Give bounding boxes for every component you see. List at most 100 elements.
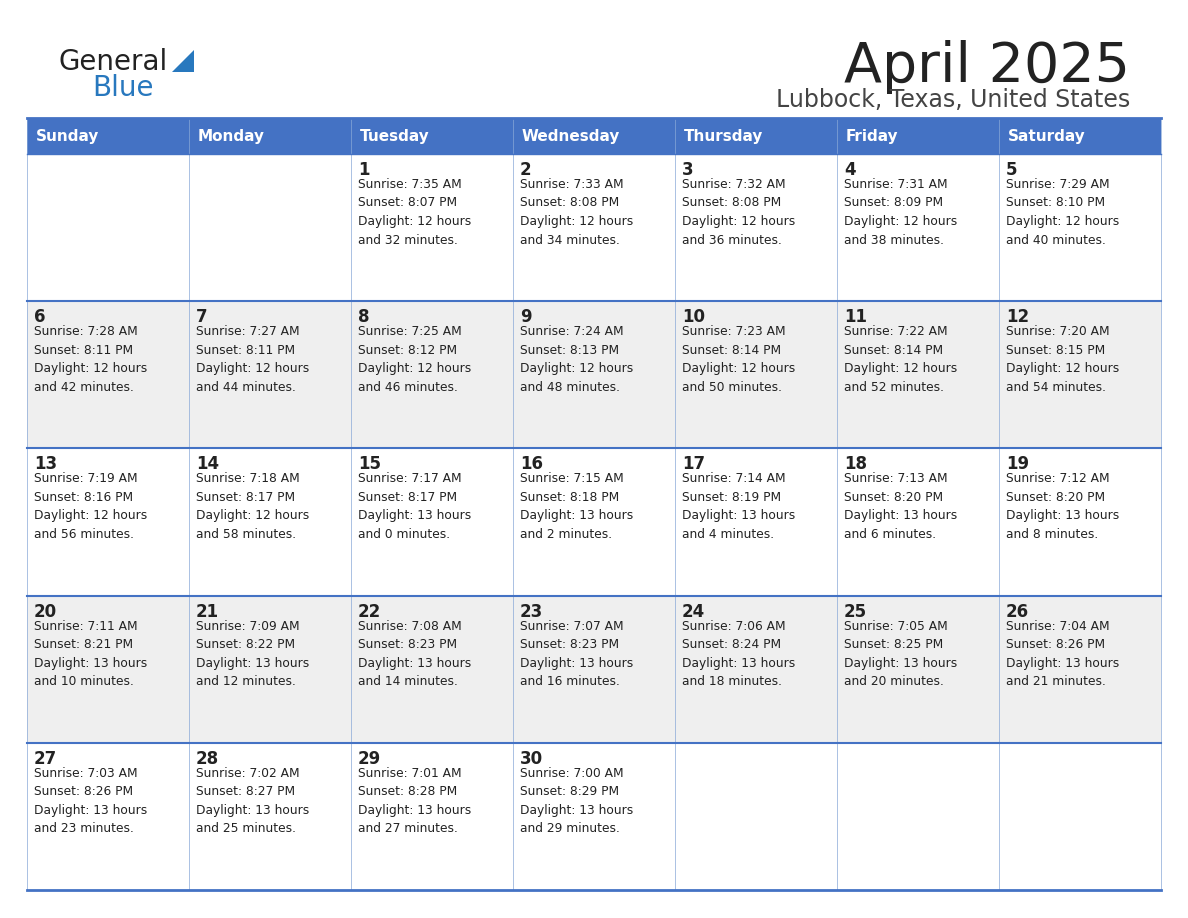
Bar (27, 596, 189, 743)
Text: 16: 16 (520, 455, 543, 474)
Text: Monday: Monday (198, 129, 265, 143)
Text: 21: 21 (196, 602, 219, 621)
Bar (999, 154, 1161, 301)
Text: 9: 9 (520, 308, 531, 326)
Bar (27, 301, 189, 448)
Text: Lubbock, Texas, United States: Lubbock, Texas, United States (776, 88, 1130, 112)
Text: 26: 26 (1006, 602, 1029, 621)
Text: Sunrise: 7:06 AM
Sunset: 8:24 PM
Daylight: 13 hours
and 18 minutes.: Sunrise: 7:06 AM Sunset: 8:24 PM Dayligh… (682, 620, 795, 688)
Text: Sunrise: 7:13 AM
Sunset: 8:20 PM
Daylight: 13 hours
and 6 minutes.: Sunrise: 7:13 AM Sunset: 8:20 PM Dayligh… (843, 473, 958, 541)
Text: Sunrise: 7:28 AM
Sunset: 8:11 PM
Daylight: 12 hours
and 42 minutes.: Sunrise: 7:28 AM Sunset: 8:11 PM Dayligh… (34, 325, 147, 394)
Text: Blue: Blue (91, 74, 153, 102)
Bar (513, 596, 675, 743)
Text: Sunrise: 7:23 AM
Sunset: 8:14 PM
Daylight: 12 hours
and 50 minutes.: Sunrise: 7:23 AM Sunset: 8:14 PM Dayligh… (682, 325, 795, 394)
Bar (27, 118, 189, 154)
Text: 20: 20 (34, 602, 57, 621)
Text: Sunrise: 7:03 AM
Sunset: 8:26 PM
Daylight: 13 hours
and 23 minutes.: Sunrise: 7:03 AM Sunset: 8:26 PM Dayligh… (34, 767, 147, 835)
Bar (513, 448, 675, 596)
Text: 4: 4 (843, 161, 855, 179)
Text: Wednesday: Wednesday (522, 129, 620, 143)
Text: Sunrise: 7:09 AM
Sunset: 8:22 PM
Daylight: 13 hours
and 12 minutes.: Sunrise: 7:09 AM Sunset: 8:22 PM Dayligh… (196, 620, 309, 688)
Text: 14: 14 (196, 455, 219, 474)
Text: Sunrise: 7:04 AM
Sunset: 8:26 PM
Daylight: 13 hours
and 21 minutes.: Sunrise: 7:04 AM Sunset: 8:26 PM Dayligh… (1006, 620, 1119, 688)
Bar (838, 448, 999, 596)
Bar (350, 118, 513, 154)
Text: 28: 28 (196, 750, 219, 767)
Bar (999, 743, 1161, 890)
Bar (675, 118, 838, 154)
Bar (675, 596, 838, 743)
Text: 30: 30 (520, 750, 543, 767)
Bar (189, 154, 350, 301)
Bar (513, 118, 675, 154)
Bar (838, 301, 999, 448)
Bar (838, 743, 999, 890)
Bar (350, 448, 513, 596)
Bar (350, 743, 513, 890)
Bar (350, 154, 513, 301)
Text: 11: 11 (843, 308, 867, 326)
Bar (838, 118, 999, 154)
Text: Tuesday: Tuesday (360, 129, 430, 143)
Text: April 2025: April 2025 (843, 40, 1130, 94)
Text: 27: 27 (34, 750, 57, 767)
Bar (838, 154, 999, 301)
Text: 23: 23 (520, 602, 543, 621)
Text: Sunrise: 7:15 AM
Sunset: 8:18 PM
Daylight: 13 hours
and 2 minutes.: Sunrise: 7:15 AM Sunset: 8:18 PM Dayligh… (520, 473, 633, 541)
Text: Sunrise: 7:14 AM
Sunset: 8:19 PM
Daylight: 13 hours
and 4 minutes.: Sunrise: 7:14 AM Sunset: 8:19 PM Dayligh… (682, 473, 795, 541)
Bar (27, 743, 189, 890)
Text: Saturday: Saturday (1007, 129, 1086, 143)
Text: 2: 2 (520, 161, 531, 179)
Text: 25: 25 (843, 602, 867, 621)
Text: Sunrise: 7:35 AM
Sunset: 8:07 PM
Daylight: 12 hours
and 32 minutes.: Sunrise: 7:35 AM Sunset: 8:07 PM Dayligh… (358, 178, 472, 247)
Text: 22: 22 (358, 602, 381, 621)
Text: Sunrise: 7:18 AM
Sunset: 8:17 PM
Daylight: 12 hours
and 58 minutes.: Sunrise: 7:18 AM Sunset: 8:17 PM Dayligh… (196, 473, 309, 541)
Text: Friday: Friday (846, 129, 898, 143)
Text: Sunrise: 7:17 AM
Sunset: 8:17 PM
Daylight: 13 hours
and 0 minutes.: Sunrise: 7:17 AM Sunset: 8:17 PM Dayligh… (358, 473, 472, 541)
Text: Sunday: Sunday (36, 129, 100, 143)
Bar (999, 118, 1161, 154)
Text: Sunrise: 7:02 AM
Sunset: 8:27 PM
Daylight: 13 hours
and 25 minutes.: Sunrise: 7:02 AM Sunset: 8:27 PM Dayligh… (196, 767, 309, 835)
Text: General: General (58, 48, 168, 76)
Bar (999, 301, 1161, 448)
Text: Sunrise: 7:27 AM
Sunset: 8:11 PM
Daylight: 12 hours
and 44 minutes.: Sunrise: 7:27 AM Sunset: 8:11 PM Dayligh… (196, 325, 309, 394)
Text: 5: 5 (1006, 161, 1017, 179)
Text: Sunrise: 7:00 AM
Sunset: 8:29 PM
Daylight: 13 hours
and 29 minutes.: Sunrise: 7:00 AM Sunset: 8:29 PM Dayligh… (520, 767, 633, 835)
Bar (675, 743, 838, 890)
Text: Sunrise: 7:12 AM
Sunset: 8:20 PM
Daylight: 13 hours
and 8 minutes.: Sunrise: 7:12 AM Sunset: 8:20 PM Dayligh… (1006, 473, 1119, 541)
Text: 13: 13 (34, 455, 57, 474)
Bar (838, 596, 999, 743)
Text: Sunrise: 7:01 AM
Sunset: 8:28 PM
Daylight: 13 hours
and 27 minutes.: Sunrise: 7:01 AM Sunset: 8:28 PM Dayligh… (358, 767, 472, 835)
Bar (350, 301, 513, 448)
Text: Sunrise: 7:29 AM
Sunset: 8:10 PM
Daylight: 12 hours
and 40 minutes.: Sunrise: 7:29 AM Sunset: 8:10 PM Dayligh… (1006, 178, 1119, 247)
Bar (675, 154, 838, 301)
Text: 10: 10 (682, 308, 704, 326)
Bar (513, 743, 675, 890)
Text: Sunrise: 7:19 AM
Sunset: 8:16 PM
Daylight: 12 hours
and 56 minutes.: Sunrise: 7:19 AM Sunset: 8:16 PM Dayligh… (34, 473, 147, 541)
Text: 8: 8 (358, 308, 369, 326)
Bar (350, 596, 513, 743)
Bar (675, 448, 838, 596)
Text: Sunrise: 7:24 AM
Sunset: 8:13 PM
Daylight: 12 hours
and 48 minutes.: Sunrise: 7:24 AM Sunset: 8:13 PM Dayligh… (520, 325, 633, 394)
Text: 12: 12 (1006, 308, 1029, 326)
Text: 1: 1 (358, 161, 369, 179)
Text: 7: 7 (196, 308, 208, 326)
Bar (513, 301, 675, 448)
Text: Sunrise: 7:11 AM
Sunset: 8:21 PM
Daylight: 13 hours
and 10 minutes.: Sunrise: 7:11 AM Sunset: 8:21 PM Dayligh… (34, 620, 147, 688)
Text: Sunrise: 7:22 AM
Sunset: 8:14 PM
Daylight: 12 hours
and 52 minutes.: Sunrise: 7:22 AM Sunset: 8:14 PM Dayligh… (843, 325, 958, 394)
Text: Sunrise: 7:25 AM
Sunset: 8:12 PM
Daylight: 12 hours
and 46 minutes.: Sunrise: 7:25 AM Sunset: 8:12 PM Dayligh… (358, 325, 472, 394)
Text: 29: 29 (358, 750, 381, 767)
Text: Sunrise: 7:08 AM
Sunset: 8:23 PM
Daylight: 13 hours
and 14 minutes.: Sunrise: 7:08 AM Sunset: 8:23 PM Dayligh… (358, 620, 472, 688)
Text: Sunrise: 7:33 AM
Sunset: 8:08 PM
Daylight: 12 hours
and 34 minutes.: Sunrise: 7:33 AM Sunset: 8:08 PM Dayligh… (520, 178, 633, 247)
Text: 18: 18 (843, 455, 867, 474)
Bar (27, 154, 189, 301)
Text: Sunrise: 7:05 AM
Sunset: 8:25 PM
Daylight: 13 hours
and 20 minutes.: Sunrise: 7:05 AM Sunset: 8:25 PM Dayligh… (843, 620, 958, 688)
Bar (189, 596, 350, 743)
Text: 17: 17 (682, 455, 706, 474)
Polygon shape (172, 50, 194, 72)
Text: 24: 24 (682, 602, 706, 621)
Bar (27, 448, 189, 596)
Text: 19: 19 (1006, 455, 1029, 474)
Text: Sunrise: 7:32 AM
Sunset: 8:08 PM
Daylight: 12 hours
and 36 minutes.: Sunrise: 7:32 AM Sunset: 8:08 PM Dayligh… (682, 178, 795, 247)
Bar (189, 301, 350, 448)
